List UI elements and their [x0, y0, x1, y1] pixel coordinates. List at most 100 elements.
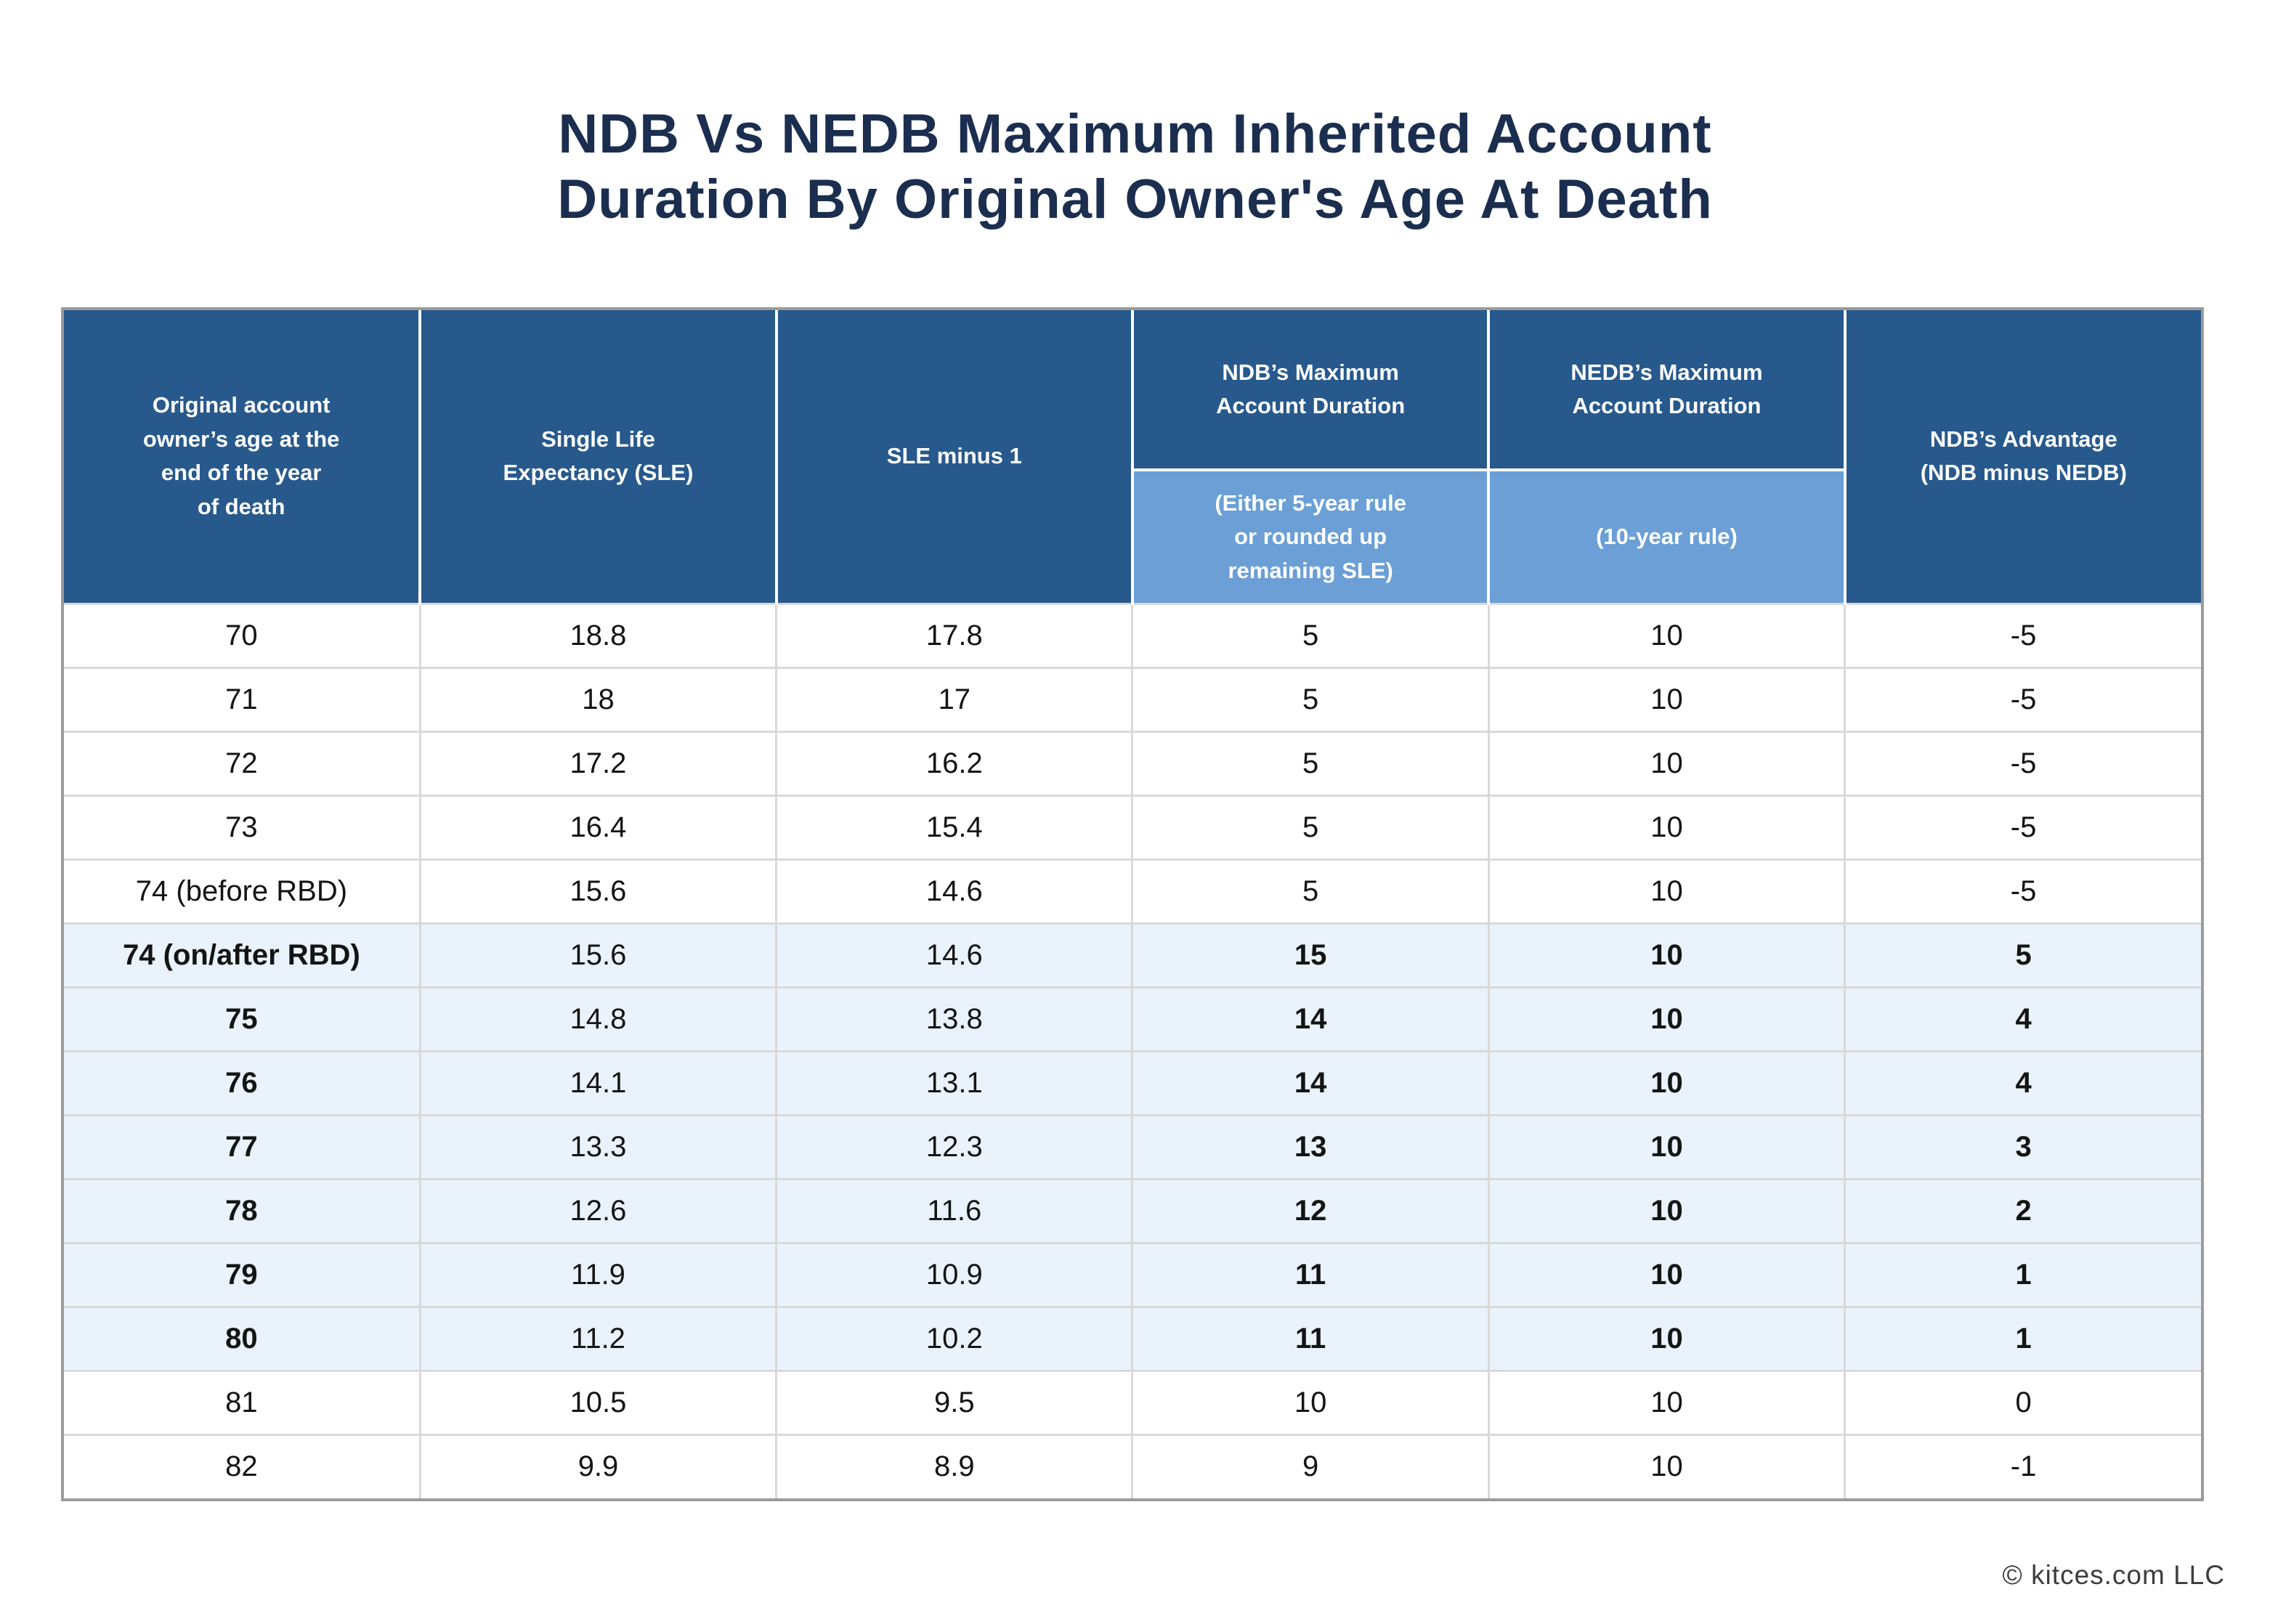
- cell-advantage: 4: [1844, 986, 2201, 1052]
- page-title: NDB Vs NEDB Maximum Inherited Account Dur…: [0, 102, 2270, 233]
- table-row: 77 13.3 12.3 13 10 3: [64, 1113, 2201, 1180]
- cell-sle-minus-1: 10.9: [775, 1241, 1134, 1308]
- cell-age: 74 (before RBD): [64, 858, 421, 925]
- cell-sle: 14.8: [418, 986, 778, 1052]
- cell-ndb-max: 5: [1131, 858, 1490, 925]
- cell-age: 72: [64, 730, 421, 797]
- cell-advantage: 1: [1844, 1241, 2201, 1308]
- cell-age: 70: [64, 602, 421, 669]
- cell-age: 80: [64, 1305, 421, 1372]
- cell-sle-minus-1: 15.4: [775, 794, 1134, 861]
- subheader-ndb-rule: (Either 5-year rule or rounded up remain…: [1132, 468, 1491, 604]
- cell-sle-minus-1: 16.2: [775, 730, 1134, 797]
- cell-sle: 10.5: [418, 1369, 778, 1436]
- header-ndb-max: NDB’s Maximum Account Duration: [1130, 310, 1491, 471]
- cell-sle-minus-1: 17: [775, 666, 1134, 733]
- page-title-line1: NDB Vs NEDB Maximum Inherited Account: [558, 103, 1712, 165]
- cell-nedb-max: 10: [1487, 666, 1847, 733]
- header-sle: Single Life Expectancy (SLE): [418, 310, 778, 604]
- header-nedb-max: NEDB’s Maximum Account Duration: [1487, 310, 1847, 471]
- cell-ndb-max: 5: [1131, 666, 1490, 733]
- cell-age: 78: [64, 1177, 421, 1244]
- table-row: 81 10.5 9.5 10 10 0: [64, 1369, 2201, 1436]
- copyright: © kitces.com LLC: [2002, 1560, 2225, 1590]
- cell-sle: 9.9: [418, 1433, 778, 1498]
- table-row: 76 14.1 13.1 14 10 4: [64, 1049, 2201, 1116]
- cell-nedb-max: 10: [1487, 1049, 1847, 1116]
- cell-sle-minus-1: 17.8: [775, 602, 1134, 669]
- subheader-nedb-rule: (10-year rule): [1487, 468, 1845, 604]
- cell-ndb-max: 12: [1131, 1177, 1490, 1244]
- cell-sle-minus-1: 13.1: [775, 1049, 1134, 1116]
- page-title-line2: Duration By Original Owner's Age At Deat…: [557, 169, 1713, 231]
- cell-nedb-max: 10: [1487, 1433, 1847, 1498]
- cell-advantage: 1: [1844, 1305, 2201, 1372]
- cell-ndb-max: 13: [1131, 1113, 1490, 1180]
- table-row: 82 9.9 8.9 9 10 -1: [64, 1433, 2201, 1498]
- cell-age: 76: [64, 1049, 421, 1116]
- cell-advantage: 3: [1844, 1113, 2201, 1180]
- table-row: 71 18 17 5 10 -5: [64, 666, 2201, 733]
- header-advantage: NDB’s Advantage (NDB minus NEDB): [1843, 310, 2201, 604]
- cell-age: 73: [64, 794, 421, 861]
- cell-sle: 15.6: [418, 858, 778, 925]
- cell-age: 74 (on/after RBD): [64, 922, 421, 988]
- cell-sle: 16.4: [418, 794, 778, 861]
- cell-nedb-max: 10: [1487, 602, 1847, 669]
- cell-advantage: -5: [1844, 794, 2201, 861]
- cell-ndb-max: 9: [1131, 1433, 1490, 1498]
- cell-advantage: 4: [1844, 1049, 2201, 1116]
- cell-advantage: -5: [1844, 858, 2201, 925]
- table-row: 70 18.8 17.8 5 10 -5: [64, 602, 2201, 669]
- table-row: 73 16.4 15.4 5 10 -5: [64, 794, 2201, 861]
- cell-sle: 18: [418, 666, 778, 733]
- cell-advantage: 5: [1844, 922, 2201, 988]
- cell-ndb-max: 5: [1131, 794, 1490, 861]
- cell-age: 82: [64, 1433, 421, 1498]
- table-row: 80 11.2 10.2 11 10 1: [64, 1305, 2201, 1372]
- cell-ndb-max: 10: [1131, 1369, 1490, 1436]
- table-row: 74 (on/after RBD) 15.6 14.6 15 10 5: [64, 922, 2201, 988]
- cell-nedb-max: 10: [1487, 1241, 1847, 1308]
- cell-age: 79: [64, 1241, 421, 1308]
- cell-sle: 15.6: [418, 922, 778, 988]
- cell-sle-minus-1: 8.9: [775, 1433, 1134, 1498]
- cell-nedb-max: 10: [1487, 1177, 1847, 1244]
- cell-sle: 12.6: [418, 1177, 778, 1244]
- cell-sle-minus-1: 10.2: [775, 1305, 1134, 1372]
- cell-nedb-max: 10: [1487, 1305, 1847, 1372]
- table-row: 72 17.2 16.2 5 10 -5: [64, 730, 2201, 797]
- cell-ndb-max: 15: [1131, 922, 1490, 988]
- comparison-table: Original account owner’s age at the end …: [64, 310, 2201, 1498]
- cell-age: 81: [64, 1369, 421, 1436]
- cell-advantage: -1: [1844, 1433, 2201, 1498]
- cell-advantage: -5: [1844, 602, 2201, 669]
- cell-sle: 18.8: [418, 602, 778, 669]
- cell-ndb-max: 11: [1131, 1305, 1490, 1372]
- cell-sle: 11.2: [418, 1305, 778, 1372]
- cell-nedb-max: 10: [1487, 794, 1847, 861]
- comparison-table-frame: Original account owner’s age at the end …: [61, 307, 2204, 1501]
- cell-nedb-max: 10: [1487, 858, 1847, 925]
- cell-sle: 13.3: [418, 1113, 778, 1180]
- cell-sle-minus-1: 14.6: [775, 858, 1134, 925]
- cell-sle: 11.9: [418, 1241, 778, 1308]
- header-age: Original account owner’s age at the end …: [64, 310, 422, 604]
- cell-nedb-max: 10: [1487, 730, 1847, 797]
- table-row: 75 14.8 13.8 14 10 4: [64, 986, 2201, 1052]
- cell-ndb-max: 14: [1131, 1049, 1490, 1116]
- table-row: 74 (before RBD) 15.6 14.6 5 10 -5: [64, 858, 2201, 925]
- cell-ndb-max: 11: [1131, 1241, 1490, 1308]
- cell-ndb-max: 5: [1131, 730, 1490, 797]
- cell-nedb-max: 10: [1487, 1369, 1847, 1436]
- cell-advantage: 2: [1844, 1177, 2201, 1244]
- cell-age: 75: [64, 986, 421, 1052]
- cell-nedb-max: 10: [1487, 922, 1847, 988]
- cell-advantage: 0: [1844, 1369, 2201, 1436]
- cell-age: 77: [64, 1113, 421, 1180]
- header-sle-minus-1: SLE minus 1: [774, 310, 1134, 604]
- table-body: 70 18.8 17.8 5 10 -5 71 18 17 5 10 -5 72 17.2 16.2 5 10-…: [64, 602, 2201, 1498]
- table-header: Original account owner’s age at the end …: [64, 310, 2201, 604]
- cell-sle-minus-1: 14.6: [775, 922, 1134, 988]
